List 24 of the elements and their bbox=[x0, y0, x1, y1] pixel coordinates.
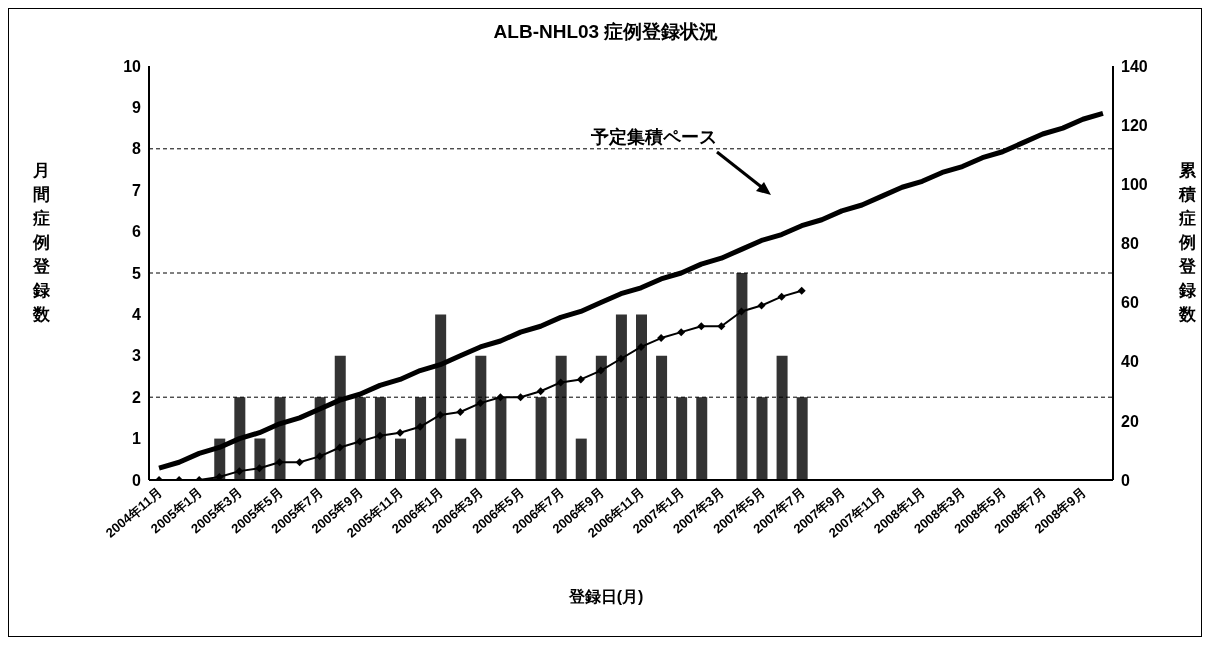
y-axis-title: 月間症例登録数 bbox=[31, 160, 51, 326]
y-tick-label: 6 bbox=[132, 223, 142, 241]
y2-tick-label: 100 bbox=[1121, 175, 1148, 193]
y-tick-label: 9 bbox=[132, 99, 142, 117]
y-tick-label: 10 bbox=[123, 57, 142, 75]
y2-axis-title: 累積症例登録数 bbox=[1177, 160, 1197, 326]
y2-tick-label: 80 bbox=[1121, 235, 1139, 253]
y-tick-label: 0 bbox=[132, 471, 142, 489]
y-tick-label: 2 bbox=[132, 388, 142, 406]
y-tick-label: 1 bbox=[132, 430, 142, 448]
chart-title: ALB-NHL03 症例登録状況 bbox=[492, 20, 720, 44]
y2-tick-label: 20 bbox=[1121, 412, 1139, 430]
y2-tick-label: 40 bbox=[1121, 353, 1139, 371]
y2-tick-label: 60 bbox=[1121, 294, 1139, 312]
y2-tick-label: 0 bbox=[1121, 471, 1130, 489]
y-tick-label: 4 bbox=[132, 306, 142, 324]
y-tick-label: 8 bbox=[132, 140, 142, 158]
y-tick-label: 5 bbox=[132, 264, 142, 282]
y2-tick-label: 120 bbox=[1121, 116, 1148, 134]
y2-tick-label: 140 bbox=[1121, 57, 1148, 75]
x-axis-title: 登録日(月) bbox=[567, 587, 645, 607]
text: 予定集積ペース bbox=[591, 126, 717, 149]
y-tick-label: 7 bbox=[132, 181, 142, 199]
y-tick-label: 3 bbox=[132, 347, 142, 365]
